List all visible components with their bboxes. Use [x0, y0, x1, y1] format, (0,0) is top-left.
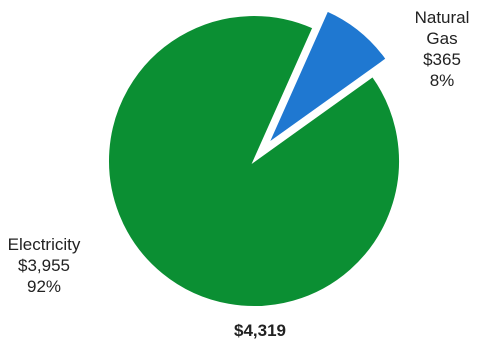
pie-slice-natural-gas	[265, 9, 389, 147]
electricity-label: Electricity $3,955 92%	[2, 234, 86, 297]
electricity-percent: 92%	[26, 277, 62, 296]
pie-slice-electricity	[107, 14, 401, 308]
electricity-name: Electricity	[7, 235, 81, 254]
natural-gas-label: Natural Gas $365 8%	[404, 7, 480, 91]
natural-gas-name-line-2: Gas	[426, 29, 458, 48]
pie-slices	[107, 9, 401, 308]
natural-gas-value: $365	[423, 50, 461, 69]
natural-gas-name-line-1: Natural	[414, 8, 470, 27]
natural-gas-percent: 8%	[429, 71, 455, 90]
total-label: $4,319	[234, 321, 286, 340]
electricity-value: $3,955	[18, 256, 70, 275]
